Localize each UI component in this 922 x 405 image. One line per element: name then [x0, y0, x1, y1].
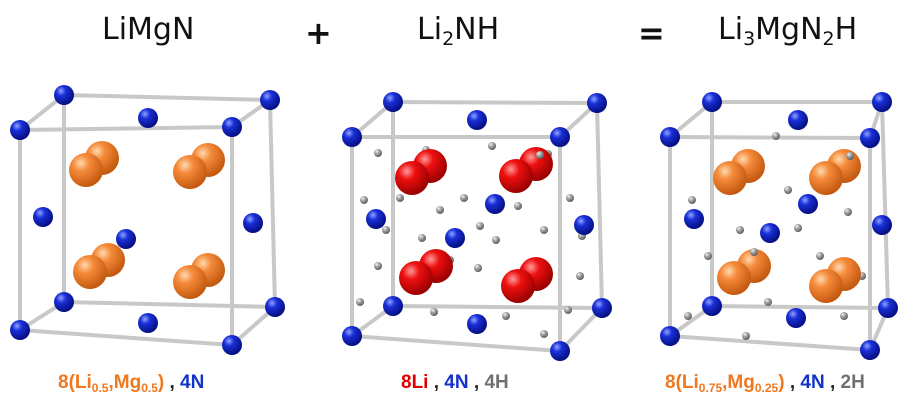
limgn-unit-cell [10, 85, 285, 355]
nitrogen-atoms [660, 92, 898, 360]
li-mg-mixed-atoms [713, 149, 861, 303]
cell-frame [668, 100, 890, 352]
formula-li3mgn2h: Li3MgN2H [718, 12, 858, 50]
plus-sign: + [305, 14, 332, 52]
nitrogen-atoms [10, 85, 285, 355]
caption-li2nh: 8Li , 4N , 4H [401, 372, 509, 393]
hydrogen-atoms-front [750, 152, 854, 256]
hydrogen-atoms [684, 132, 866, 340]
li3mgn2h-unit-cell [660, 92, 898, 360]
formula-li2nh: Li2NH [417, 12, 500, 50]
li2nh-unit-cell [342, 92, 612, 361]
cell-frame [350, 100, 604, 353]
hydrogen-atom [536, 151, 544, 159]
li-mg-mixed-atoms [69, 141, 225, 299]
formula-limgn: LiMgN [102, 12, 195, 47]
equals-sign: = [638, 14, 665, 52]
caption-limgn: 8(Li0.5,Mg0.5) , 4N [58, 372, 205, 395]
nitrogen-atoms [342, 92, 612, 361]
lithium-atoms [395, 147, 553, 303]
caption-li3mgn2h: 8(Li0.75,Mg0.25) , 4N , 2H [665, 372, 865, 395]
